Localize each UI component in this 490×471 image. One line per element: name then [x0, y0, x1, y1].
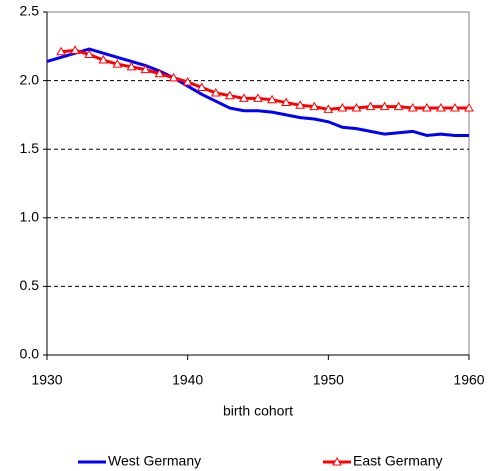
x-axis-label: birth cohort — [223, 403, 293, 419]
point-marker — [239, 93, 249, 102]
point-marker — [393, 101, 404, 111]
y-tick-label: 0.0 — [20, 346, 40, 362]
point-marker — [140, 64, 151, 74]
point-marker — [210, 87, 221, 97]
legend-label: West Germany — [108, 453, 201, 469]
y-tick-label: 2.5 — [20, 3, 40, 19]
point-marker — [154, 68, 165, 78]
y-tick-label: 1.5 — [20, 140, 40, 156]
point-marker — [365, 101, 376, 111]
series-line — [46, 47, 469, 138]
x-tick-label: 1930 — [31, 372, 62, 388]
point-marker — [351, 103, 362, 112]
point-marker — [421, 103, 432, 112]
point-marker — [379, 101, 390, 111]
point-marker — [323, 104, 334, 113]
point-marker — [407, 103, 418, 112]
x-tick-label: 1940 — [172, 372, 203, 388]
point-marker — [196, 82, 207, 91]
point-marker — [225, 90, 235, 100]
point-marker — [436, 103, 446, 112]
point-marker — [450, 103, 460, 112]
point-marker — [84, 49, 95, 59]
point-marker — [168, 72, 179, 82]
point-marker — [98, 55, 109, 64]
point-marker — [281, 97, 291, 107]
point-marker — [253, 93, 263, 102]
point-marker — [295, 100, 306, 109]
point-marker — [112, 59, 123, 68]
y-tick-label: 2.0 — [20, 71, 40, 87]
point-marker — [70, 45, 80, 54]
point-marker — [337, 103, 348, 112]
legend-label: East Germany — [353, 453, 442, 469]
x-tick-label: 1950 — [313, 372, 344, 388]
point-marker — [267, 94, 277, 104]
point-marker — [309, 101, 320, 111]
y-tick-label: 1.0 — [20, 209, 40, 225]
point-marker — [126, 61, 137, 71]
y-tick-label: 0.5 — [20, 277, 40, 293]
point-marker — [464, 103, 474, 112]
point-marker — [182, 76, 193, 86]
x-tick-label: 1960 — [453, 372, 484, 388]
legend-marker — [332, 456, 342, 466]
point-marker — [56, 46, 66, 56]
